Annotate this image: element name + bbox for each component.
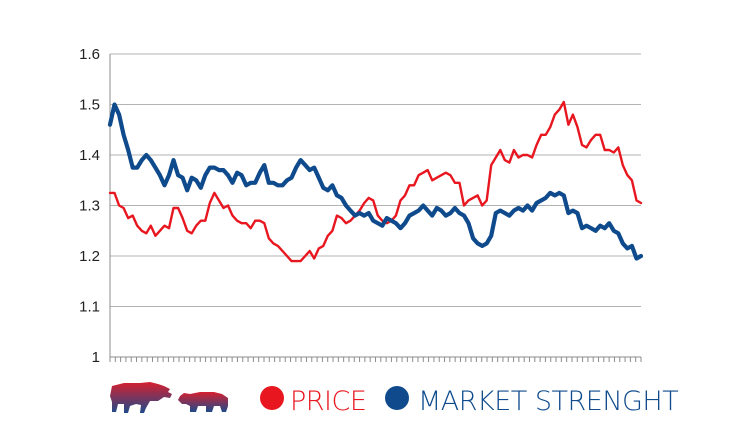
y-tick-label: 1.6 [79,46,100,63]
price-legend-label: PRICE [290,386,366,417]
x-axis-minor-ticks [109,357,642,362]
grid-lines [109,53,641,358]
bull-icon [110,382,172,413]
y-tick-label: 1.1 [79,299,100,316]
bear-icon [178,392,228,412]
bull-and-bear-logo [110,382,228,413]
price-legend-marker [260,386,284,410]
y-tick-label: 1.4 [79,147,100,164]
y-tick-label: 1.2 [79,248,100,265]
y-tick-label: 1.3 [79,198,100,215]
series-lines [107,100,644,263]
market-strength-legend-marker [385,386,409,410]
market-strength-legend-label: MARKET STRENGHT [418,386,678,417]
y-tick-label: 1.5 [79,97,100,114]
y-tick-label: 1 [92,349,100,366]
market-strength-line [107,102,644,261]
y-axis-tick-labels: 1 1.1 1.2 1.3 1.4 1.5 1.6 [79,46,100,366]
price-line [108,100,643,263]
